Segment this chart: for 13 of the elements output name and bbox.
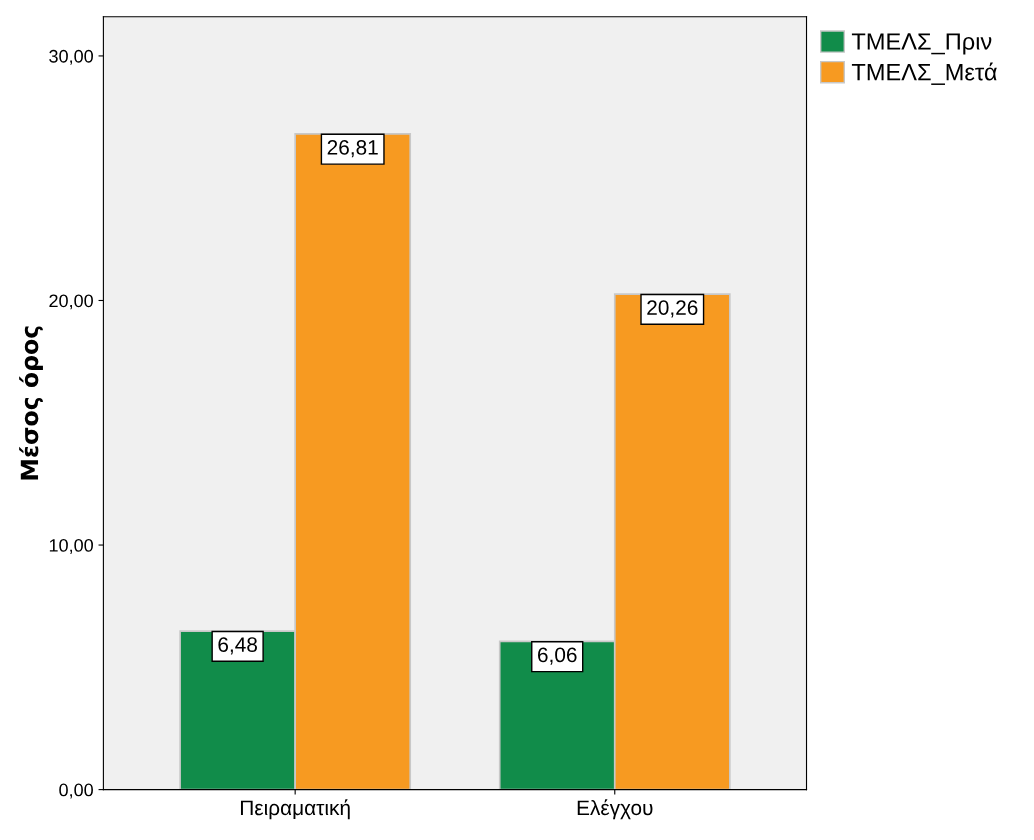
- data-label: 26,81: [327, 140, 378, 158]
- legend-label: ΤΜΕΛΣ_Πριν: [851, 33, 992, 55]
- data-label: 6,48: [218, 637, 257, 655]
- x-tick-label: Ελέγχου: [577, 799, 653, 820]
- y-axis-title: Μέσος όρος: [19, 326, 43, 480]
- x-tick-label: Πειραματική: [240, 799, 350, 820]
- data-label: 20,26: [647, 300, 698, 318]
- y-tick-label: 30,00: [49, 49, 93, 65]
- y-tick-label: 0,00: [59, 783, 93, 799]
- y-tick-label: 20,00: [49, 294, 93, 310]
- data-label: 6,06: [538, 647, 577, 665]
- y-tick-label: 10,00: [49, 538, 93, 554]
- legend-label: ΤΜΕΛΣ_Μετά: [851, 62, 997, 85]
